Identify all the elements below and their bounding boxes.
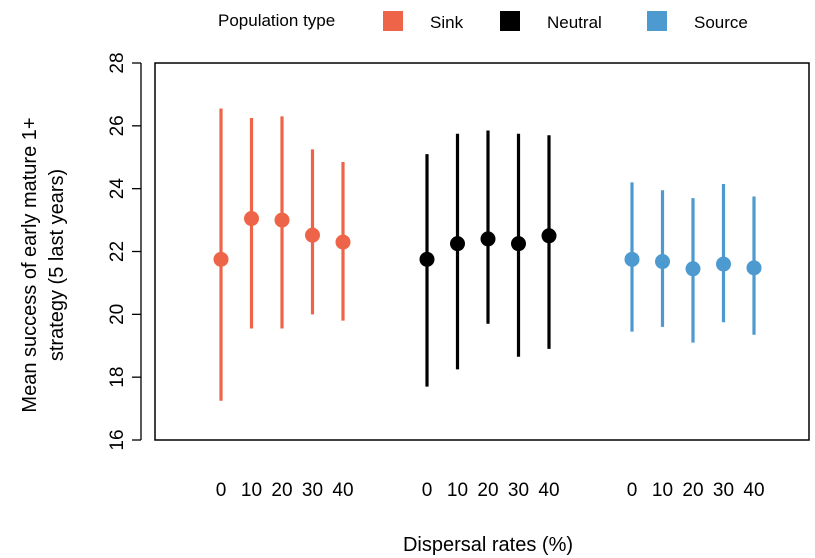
mean-point <box>244 211 259 227</box>
y-tick-label: 26 <box>107 115 128 136</box>
series-layer <box>213 108 762 401</box>
mean-point <box>419 251 435 267</box>
y-axis: 16 18 20 22 24 26 28 <box>107 52 142 451</box>
mean-point <box>685 261 701 277</box>
y-tick-label: 16 <box>107 429 128 450</box>
legend-title: Population type <box>218 11 335 30</box>
legend-label-sink: Sink <box>430 13 464 32</box>
x-tick-label: 0 <box>627 480 638 501</box>
mean-point <box>541 228 557 244</box>
x-tick-label: 10 <box>241 480 262 501</box>
series-sink <box>213 108 351 401</box>
x-tick-label: 40 <box>332 480 353 501</box>
x-tick-label: 10 <box>652 480 673 501</box>
mean-point <box>655 254 670 270</box>
legend-swatch-source <box>647 11 667 31</box>
mean-point <box>746 260 762 276</box>
mean-point <box>335 234 351 250</box>
mean-point <box>624 251 640 267</box>
y-axis-label-line-1: Mean success of early mature 1+ <box>19 117 41 412</box>
y-tick-label: 24 <box>107 178 128 200</box>
series-source <box>624 182 762 343</box>
mean-point <box>716 256 731 272</box>
mean-point <box>480 231 496 247</box>
legend-swatch-sink <box>383 11 403 31</box>
legend-entries: Sink Neutral Source <box>383 11 748 32</box>
x-tick-label: 20 <box>271 480 292 501</box>
x-tick-label: 30 <box>508 480 529 501</box>
mean-point <box>511 236 526 252</box>
legend-label-source: Source <box>694 13 748 32</box>
x-axis: 0 10 20 30 40 0 10 20 30 40 0 10 20 30 40 <box>216 480 765 501</box>
x-tick-label: 30 <box>713 480 734 501</box>
legend-swatch-neutral <box>500 11 520 31</box>
x-tick-label: 20 <box>682 480 703 501</box>
y-tick-label: 28 <box>107 52 128 73</box>
x-tick-label: 40 <box>743 480 764 501</box>
series-neutral <box>419 130 557 387</box>
x-tick-label: 0 <box>216 480 227 501</box>
y-axis-label-line-2: strategy (5 last years) <box>46 169 68 361</box>
x-axis-label: Dispersal rates (%) <box>403 534 573 556</box>
legend-label-neutral: Neutral <box>547 13 602 32</box>
x-tick-label: 20 <box>477 480 498 501</box>
y-axis-label: Mean success of early mature 1+ strategy… <box>19 117 68 412</box>
x-tick-label: 0 <box>422 480 433 501</box>
plot-frame <box>154 62 810 441</box>
mean-point <box>274 212 290 228</box>
mean-point <box>213 251 229 267</box>
x-tick-label: 40 <box>538 480 559 501</box>
y-tick-label: 20 <box>107 304 128 325</box>
mean-point <box>305 227 320 243</box>
y-tick-label: 18 <box>107 367 128 388</box>
x-tick-label: 30 <box>302 480 323 501</box>
x-tick-label: 10 <box>447 480 468 501</box>
mean-point <box>450 236 465 252</box>
legend: Population type Sink Neutral Source <box>218 11 748 32</box>
y-tick-label: 22 <box>107 241 128 262</box>
